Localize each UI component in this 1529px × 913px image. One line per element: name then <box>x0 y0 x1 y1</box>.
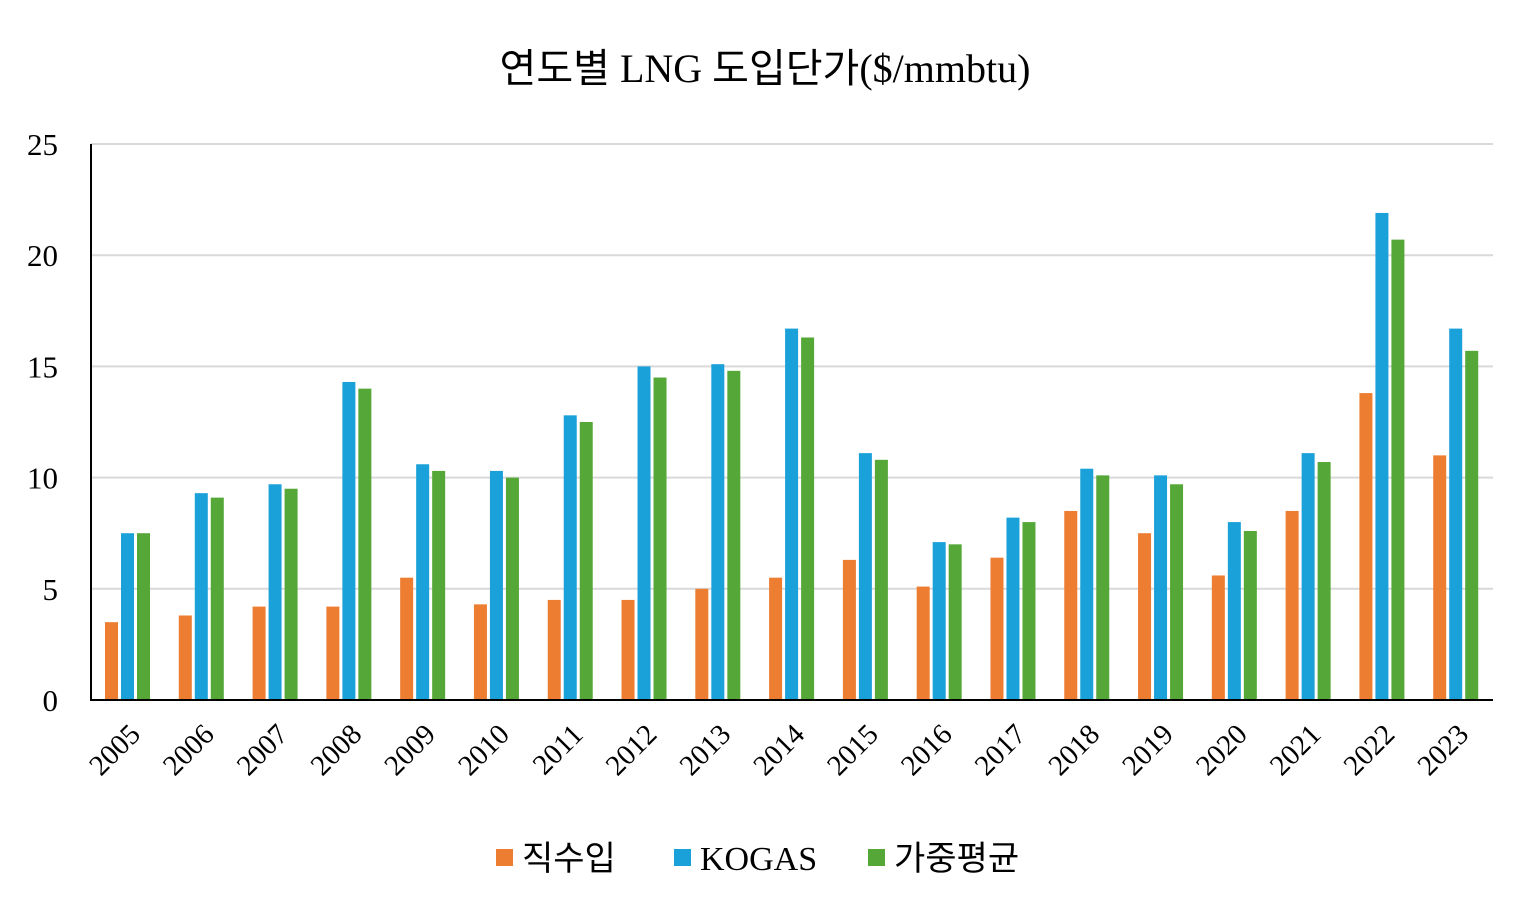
chart-title: 연도별 LNG 도입단가($/mmbtu) <box>500 46 1031 91</box>
bar-가중평균-2020 <box>1243 530 1257 700</box>
x-tick-label: 2007 <box>231 718 295 782</box>
x-tick-label: 2011 <box>527 718 590 781</box>
legend-swatch-0 <box>496 849 513 866</box>
legend-label: KOGAS <box>700 841 817 878</box>
y-tick-label: 10 <box>27 461 58 496</box>
bar-KOGAS-2020 <box>1227 522 1241 700</box>
bar-KOGAS-2010 <box>489 470 503 700</box>
bar-직수입-2021 <box>1285 510 1299 700</box>
x-tick-label: 2005 <box>83 718 147 782</box>
bar-가중평균-2008 <box>358 388 372 700</box>
x-tick-label: 2023 <box>1411 718 1475 782</box>
bar-직수입-2011 <box>547 599 561 700</box>
bar-가중평균-2015 <box>874 459 888 700</box>
x-tick-label: 2014 <box>747 718 811 782</box>
bar-KOGAS-2016 <box>932 542 946 700</box>
bar-가중평균-2006 <box>210 497 224 700</box>
legend-label: 직수입 <box>522 841 616 878</box>
bar-가중평균-2013 <box>727 370 741 700</box>
bar-직수입-2009 <box>400 577 414 700</box>
bar-직수입-2007 <box>252 606 266 700</box>
bar-직수입-2008 <box>326 606 340 700</box>
x-tick-label: 2020 <box>1190 718 1254 782</box>
y-tick-label: 5 <box>43 572 59 607</box>
bar-직수입-2013 <box>695 588 709 700</box>
bar-직수입-2019 <box>1138 533 1152 700</box>
bar-KOGAS-2019 <box>1154 475 1168 700</box>
x-axis-ticks: 2005 2006 2007 2008 2009 2010 2011 2012 2013 2014… <box>83 718 1475 782</box>
bar-KOGAS-2015 <box>858 453 872 700</box>
bar-가중평균-2017 <box>1022 522 1036 700</box>
bar-직수입-2018 <box>1064 510 1078 700</box>
y-axis-ticks: 0 5 10 15 20 25 <box>27 127 58 718</box>
bar-KOGAS-2014 <box>785 328 799 700</box>
bar-KOGAS-2012 <box>637 366 651 700</box>
bar-가중평균-2023 <box>1465 350 1479 700</box>
legend-label: 가중평균 <box>894 841 1019 878</box>
bar-직수입-2014 <box>769 577 783 700</box>
bar-KOGAS-2022 <box>1375 212 1389 700</box>
bar-직수입-2010 <box>473 604 487 700</box>
bar-직수입-2006 <box>178 615 192 700</box>
x-tick-label: 2006 <box>157 718 221 782</box>
bar-가중평균-2005 <box>137 533 150 700</box>
bar-직수입-2016 <box>916 586 930 700</box>
y-tick-label: 25 <box>27 127 58 162</box>
bar-가중평균-2014 <box>801 337 815 700</box>
bar-가중평균-2018 <box>1096 475 1110 700</box>
bar-가중평균-2016 <box>948 544 962 700</box>
bar-KOGAS-2008 <box>342 381 356 700</box>
bar-KOGAS-2006 <box>194 493 208 700</box>
bar-직수입-2017 <box>990 557 1004 700</box>
bar-KOGAS-2017 <box>1006 517 1020 700</box>
x-tick-label: 2019 <box>1116 718 1180 782</box>
x-tick-label: 2013 <box>674 718 738 782</box>
bar-가중평균-2010 <box>505 477 519 700</box>
y-tick-label: 15 <box>27 349 58 384</box>
bar-KOGAS-2021 <box>1301 453 1315 700</box>
x-tick-label: 2021 <box>1264 718 1328 782</box>
bars <box>105 212 1479 700</box>
bar-직수입-2022 <box>1359 393 1373 700</box>
x-tick-label: 2016 <box>895 718 959 782</box>
bar-KOGAS-2005 <box>121 533 134 700</box>
y-tick-label: 20 <box>27 238 58 273</box>
legend: 직수입 KOGAS 가중평균 <box>496 841 1019 878</box>
bar-가중평균-2021 <box>1317 462 1331 700</box>
x-tick-label: 2008 <box>305 718 369 782</box>
x-tick-label: 2009 <box>378 718 442 782</box>
bar-가중평균-2007 <box>284 488 298 700</box>
y-tick-label: 0 <box>43 683 59 718</box>
bar-직수입-2020 <box>1211 575 1225 700</box>
legend-swatch-1 <box>674 849 691 866</box>
bar-직수입-2005 <box>105 622 118 700</box>
bar-직수입-2015 <box>842 559 856 700</box>
bar-가중평균-2009 <box>432 470 446 700</box>
bar-직수입-2023 <box>1433 455 1447 700</box>
bar-KOGAS-2013 <box>711 364 725 700</box>
x-tick-label: 2018 <box>1042 718 1106 782</box>
bar-직수입-2012 <box>621 599 635 700</box>
bar-가중평균-2011 <box>579 422 593 700</box>
bar-KOGAS-2018 <box>1080 468 1094 700</box>
x-tick-label: 2022 <box>1338 718 1402 782</box>
bar-KOGAS-2009 <box>416 464 430 700</box>
bar-KOGAS-2007 <box>268 484 282 700</box>
bar-가중평균-2019 <box>1170 484 1184 700</box>
x-tick-label: 2015 <box>821 718 885 782</box>
x-tick-label: 2017 <box>969 718 1033 782</box>
x-tick-label: 2012 <box>600 718 664 782</box>
legend-swatch-2 <box>868 849 885 866</box>
bar-KOGAS-2011 <box>563 415 577 700</box>
x-tick-label: 2010 <box>452 718 516 782</box>
bar-가중평균-2012 <box>653 377 667 700</box>
bar-KOGAS-2023 <box>1449 328 1463 700</box>
bar-가중평균-2022 <box>1391 239 1405 700</box>
